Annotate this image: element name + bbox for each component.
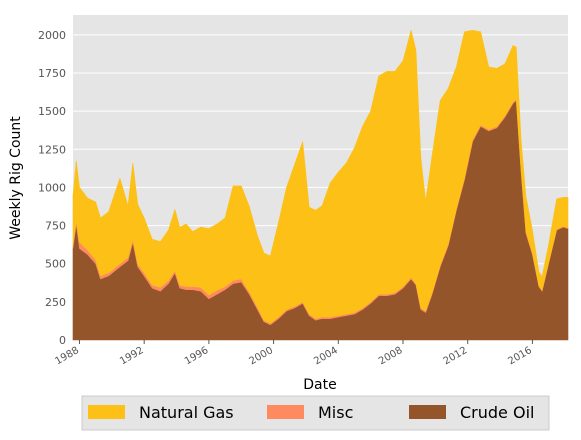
x-tick-label: 2004	[312, 345, 340, 367]
y-tick-label: 1500	[38, 105, 66, 118]
x-tick-label: 2008	[377, 345, 405, 367]
legend-label: Natural Gas	[139, 403, 234, 422]
x-tick-label: 2012	[442, 345, 470, 367]
legend-swatch	[88, 405, 125, 419]
x-ticks: 1988 1992 1996 2000 2004 2008 2012 2016	[53, 340, 534, 367]
x-tick-label: 2016	[506, 345, 534, 367]
y-tick-label: 1750	[38, 67, 66, 80]
x-tick-label: 1992	[118, 345, 146, 367]
legend-label: Crude Oil	[460, 403, 534, 422]
legend-frame	[81, 395, 550, 431]
y-tick-label: 250	[45, 296, 66, 309]
x-axis-title: Date	[303, 377, 336, 393]
y-tick-label: 750	[45, 220, 66, 233]
y-tick-label: 500	[45, 258, 66, 271]
x-tick-label: 1988	[53, 345, 81, 367]
y-tick-label: 1250	[38, 143, 66, 156]
y-tick-label: 2000	[38, 29, 66, 42]
legend-swatch	[409, 405, 446, 419]
legend-label: Misc	[318, 403, 353, 422]
x-tick-label: 1996	[183, 345, 211, 367]
y-ticks: 0 250 500 750 1000 1250 1500 1750 2000	[38, 29, 66, 347]
y-tick-label: 1000	[38, 181, 66, 194]
area-natural-gas	[72, 29, 569, 324]
y-tick-label: 0	[59, 334, 66, 347]
x-tick-label: 2000	[248, 345, 276, 367]
legend-swatch	[267, 405, 304, 419]
legend: Natural Gas Misc Crude Oil	[81, 395, 550, 431]
areas	[72, 29, 569, 341]
y-axis-title: Weekly Rig Count	[8, 116, 24, 240]
